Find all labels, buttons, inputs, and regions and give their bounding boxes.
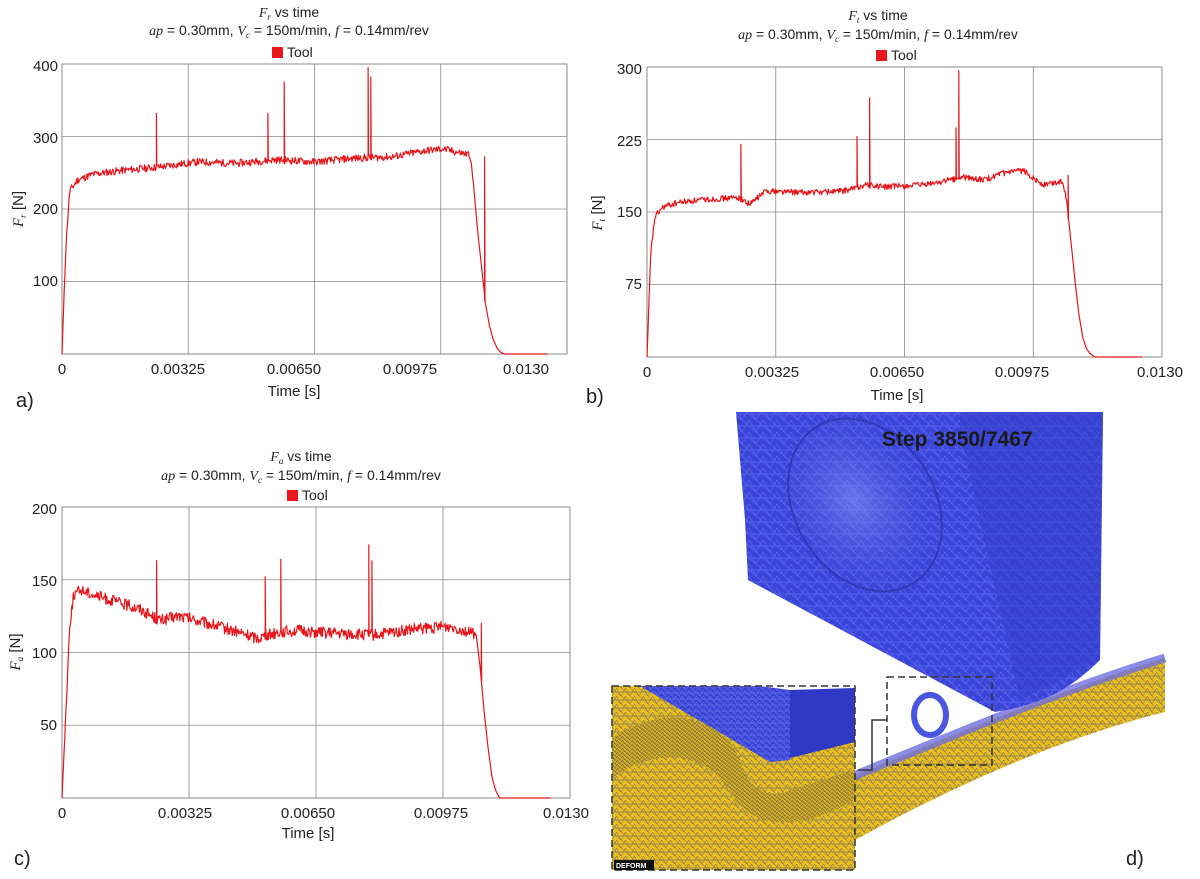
y-tick-label: 75 bbox=[625, 276, 642, 293]
x-axis-title: Time [s] bbox=[871, 387, 924, 404]
legend-label: Tool bbox=[287, 44, 313, 60]
x-tick-label: 0.00650 bbox=[281, 805, 335, 822]
legend-swatch bbox=[876, 50, 887, 61]
y-tick-label: 225 bbox=[617, 133, 642, 150]
x-tick-label: 0.00325 bbox=[151, 361, 205, 378]
y-tick-labels: 75 150 225 300 bbox=[617, 61, 642, 293]
y-axis-title: Fa [N] bbox=[7, 633, 25, 671]
y-tick-label: 100 bbox=[33, 273, 58, 290]
chart-title: Ft vs time bbox=[847, 7, 908, 25]
legend: Tool bbox=[272, 44, 313, 60]
chart-panel-c: Fa vs time ap = 0.30mm, Vc = 150m/min, f… bbox=[7, 448, 589, 870]
x-axis-title: Time [s] bbox=[268, 383, 321, 400]
y-tick-label: 300 bbox=[33, 130, 58, 147]
x-tick-label: 0 bbox=[643, 364, 651, 381]
x-tick-label: 0.00975 bbox=[383, 361, 437, 378]
simulation-panel-d: DEFORM Step 3850/7467 d) bbox=[611, 412, 1167, 871]
legend: Tool bbox=[287, 487, 328, 503]
chart-subtitle: ap = 0.30mm, Vc = 150m/min, f = 0.14mm/r… bbox=[161, 467, 441, 485]
x-tick-labels: 0 0.00325 0.00650 0.00975 0.0130 bbox=[58, 805, 589, 822]
gridlines bbox=[62, 507, 570, 798]
chart-subtitle: ap = 0.30mm, Vc = 150m/min, f = 0.14mm/r… bbox=[149, 22, 429, 40]
x-tick-label: 0.0130 bbox=[503, 361, 549, 378]
y-tick-label: 300 bbox=[617, 61, 642, 78]
inset-tool bbox=[640, 686, 790, 762]
y-tick-labels: 50 100 150 200 bbox=[32, 501, 57, 734]
x-tick-label: 0 bbox=[58, 805, 66, 822]
tool-side-face bbox=[960, 412, 1103, 700]
y-tick-label: 150 bbox=[617, 204, 642, 221]
chart-panel-a: Fr vs time ap = 0.30mm, Vc = 150m/min, f… bbox=[10, 4, 568, 412]
step-counter: Step 3850/7467 bbox=[882, 428, 1033, 451]
legend-label: Tool bbox=[302, 487, 328, 503]
x-tick-label: 0.00975 bbox=[995, 364, 1049, 381]
inset-frame bbox=[611, 685, 856, 871]
x-tick-label: 0.0130 bbox=[1137, 364, 1183, 381]
x-tick-label: 0.00650 bbox=[870, 364, 924, 381]
x-tick-label: 0.00975 bbox=[414, 805, 468, 822]
chart-subtitle: ap = 0.30mm, Vc = 150m/min, f = 0.14mm/r… bbox=[738, 26, 1018, 44]
zoom-inset: DEFORM bbox=[611, 685, 856, 871]
series-line-tool bbox=[646, 70, 1143, 358]
legend: Tool bbox=[876, 47, 917, 63]
x-tick-labels: 0 0.00325 0.00650 0.00975 0.0130 bbox=[643, 364, 1183, 381]
legend-swatch bbox=[287, 490, 298, 501]
y-tick-labels: 100 200 300 400 bbox=[33, 58, 58, 290]
legend-label: Tool bbox=[891, 47, 917, 63]
y-tick-label: 50 bbox=[40, 717, 57, 734]
x-tick-label: 0 bbox=[58, 361, 66, 378]
gridlines bbox=[647, 67, 1162, 357]
y-tick-label: 100 bbox=[32, 645, 57, 662]
x-tick-label: 0.0130 bbox=[543, 805, 589, 822]
inset-tool-face bbox=[790, 688, 855, 758]
x-tick-label: 0.00325 bbox=[745, 364, 799, 381]
gridlines bbox=[62, 64, 567, 354]
series-line-tool bbox=[61, 544, 551, 799]
legend-swatch bbox=[272, 47, 283, 58]
x-tick-label: 0.00325 bbox=[158, 805, 212, 822]
y-tick-label: 200 bbox=[32, 501, 57, 518]
x-tick-label: 0.00650 bbox=[267, 361, 321, 378]
panel-label: d) bbox=[1126, 848, 1144, 870]
zoom-connector bbox=[858, 719, 887, 771]
chart-title: Fa vs time bbox=[269, 448, 332, 466]
chart-panel-b: Ft vs time ap = 0.30mm, Vc = 150m/min, f… bbox=[586, 7, 1183, 408]
x-axis-title: Time [s] bbox=[282, 825, 335, 842]
chart-title: Fr vs time bbox=[258, 4, 320, 22]
deform-logo-text: DEFORM bbox=[616, 863, 647, 870]
inset-chip bbox=[612, 717, 855, 823]
deform-logo bbox=[614, 860, 654, 870]
series-line-tool bbox=[61, 67, 548, 355]
panel-label: c) bbox=[14, 848, 31, 870]
x-tick-labels: 0 0.00325 0.00650 0.00975 0.0130 bbox=[58, 361, 549, 378]
panel-label: b) bbox=[586, 386, 604, 408]
y-tick-label: 400 bbox=[33, 58, 58, 75]
chip-curl bbox=[911, 692, 949, 738]
y-axis-title: Ft [N] bbox=[589, 195, 607, 231]
y-axis-title: Fr [N] bbox=[10, 191, 28, 228]
panel-label: a) bbox=[16, 390, 34, 412]
y-tick-label: 150 bbox=[32, 573, 57, 590]
zoom-region-box bbox=[886, 676, 993, 766]
y-tick-label: 200 bbox=[33, 201, 58, 218]
tool-insert-hole bbox=[787, 417, 943, 593]
